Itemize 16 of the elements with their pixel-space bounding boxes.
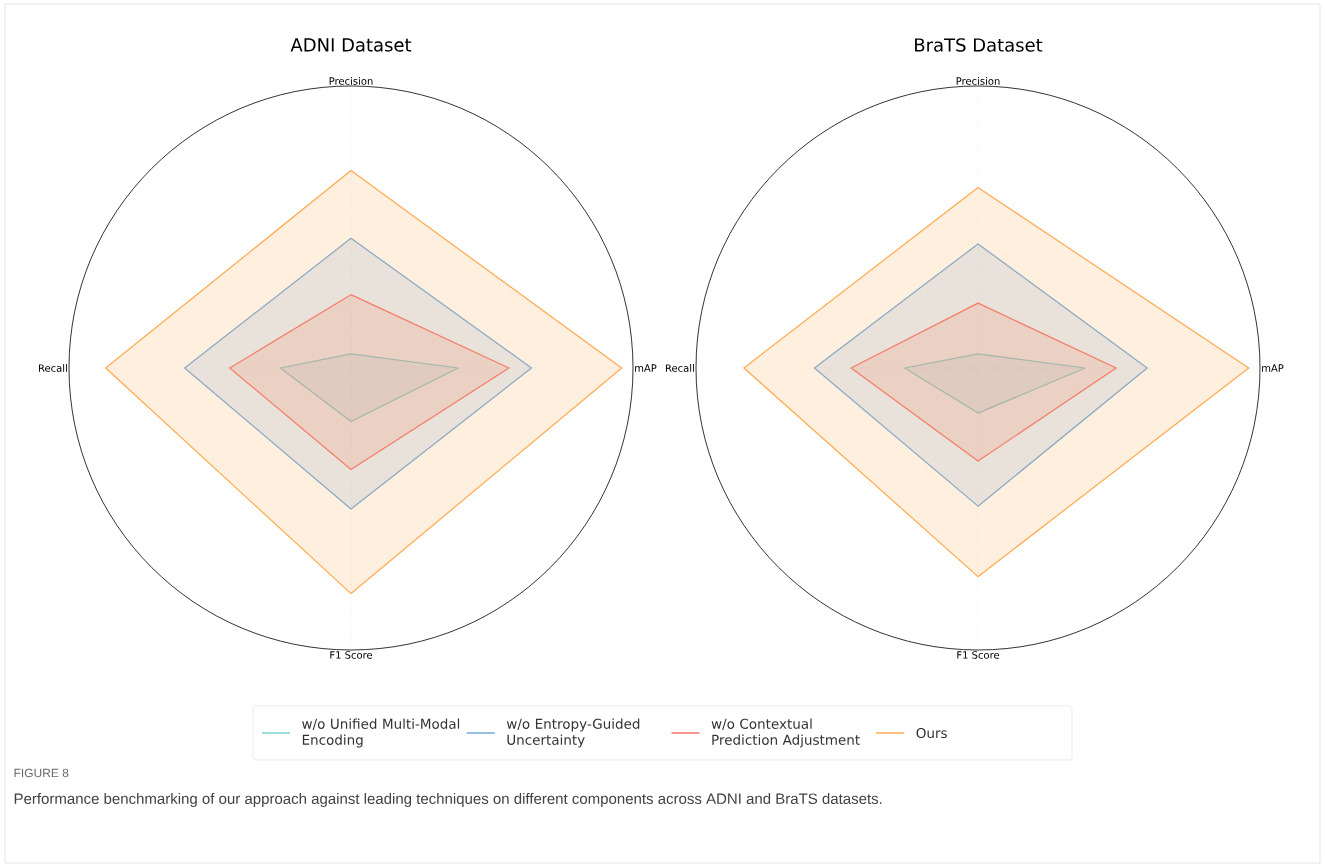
caption: FIGURE 8 — [14, 768, 69, 778]
spoke-label: Recall — [38, 364, 67, 372]
text: Performance benchmarking of our approach against leading techniques on different components across ADNI and BraTS datasets. — [14, 792, 882, 807]
spoke-label: Recall — [665, 364, 694, 372]
chart-title: BraTS Dataset — [915, 38, 1043, 52]
legend-label: Ours — [916, 727, 947, 739]
spoke-label: F1 Score — [957, 651, 1000, 659]
spoke-label: Precision — [329, 77, 373, 85]
spoke-label: mAP — [1262, 364, 1284, 372]
legend-label: w/o Unified Multi-Modal Encoding — [302, 718, 460, 748]
spoke-label: F1 Score — [330, 651, 373, 659]
chart-title: ADNI Dataset — [290, 38, 412, 52]
legend-label: w/o Entropy-Guided Uncertainty — [506, 718, 640, 748]
spoke-label: Precision — [956, 77, 1000, 85]
legend-label: w/o Contextual Prediction Adjustment — [711, 718, 860, 748]
spoke-label: mAP — [635, 364, 657, 372]
